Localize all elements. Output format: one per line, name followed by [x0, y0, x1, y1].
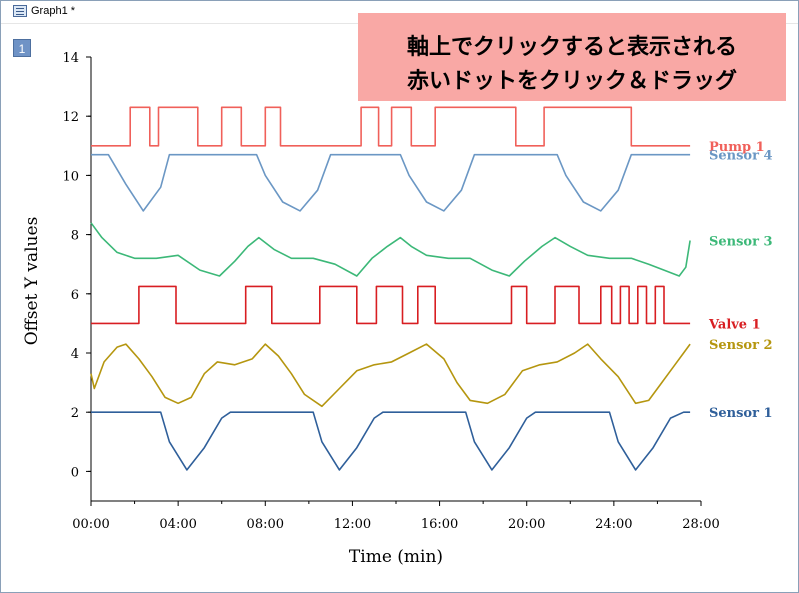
y-tick-label: 10	[62, 169, 79, 184]
window-title: Graph1 *	[31, 5, 76, 17]
legend-label-sensor-2: Sensor 2	[709, 338, 773, 353]
y-tick-label: 14	[62, 51, 79, 66]
x-tick-label: 12:00	[334, 517, 371, 532]
series-line-pump-1[interactable]	[91, 106, 691, 147]
layer-badge[interactable]: 1	[13, 39, 31, 57]
legend-label-sensor-3: Sensor 3	[709, 235, 773, 250]
x-tick-label: 08:00	[247, 517, 284, 532]
graph-window-icon	[13, 5, 27, 17]
y-tick-label: 0	[71, 465, 79, 480]
callout-line-2: 赤いドットをクリック＆ドラッグ	[406, 69, 737, 94]
x-tick-label: 20:00	[508, 517, 545, 532]
x-tick-label: 16:00	[421, 517, 458, 532]
y-tick-label: 2	[71, 406, 79, 421]
callout-line-1: 軸上でクリックすると表示される	[406, 35, 737, 60]
y-tick-label: 4	[71, 347, 79, 362]
series-line-valve-1[interactable]	[91, 285, 691, 325]
series-line-sensor-3[interactable]	[90, 222, 691, 277]
x-tick-label: 24:00	[595, 517, 632, 532]
chart-ticks: 0 2 4 6 8 10 12 14 00:00 04:00 08:00 12:00 16:00 20:0…	[62, 51, 719, 532]
series-line-sensor-4[interactable]	[91, 153, 691, 212]
x-tick-label: 04:00	[159, 517, 196, 532]
y-tick-label: 6	[71, 288, 79, 303]
legend-label-sensor-4: Sensor 4	[709, 149, 773, 164]
chart-series	[90, 106, 691, 471]
series-line-sensor-1[interactable]	[91, 411, 691, 471]
x-tick-label: 00:00	[72, 517, 109, 532]
legend-label-valve-1: Valve 1	[708, 317, 761, 332]
y-axis-title: Offset Y values	[22, 217, 42, 346]
legend-label-pump-1: Pump 1	[709, 140, 765, 155]
x-axis-title: Time (min)	[349, 547, 443, 567]
instruction-callout: 軸上でクリックすると表示される 赤いドットをクリック＆ドラッグ	[358, 13, 786, 101]
x-tick-label: 28:00	[682, 517, 719, 532]
legend-label-sensor-1: Sensor 1	[709, 406, 773, 421]
series-line-sensor-2[interactable]	[90, 343, 691, 408]
y-tick-label: 12	[62, 110, 79, 125]
chart-axes	[90, 57, 701, 502]
y-tick-label: 8	[71, 229, 79, 244]
